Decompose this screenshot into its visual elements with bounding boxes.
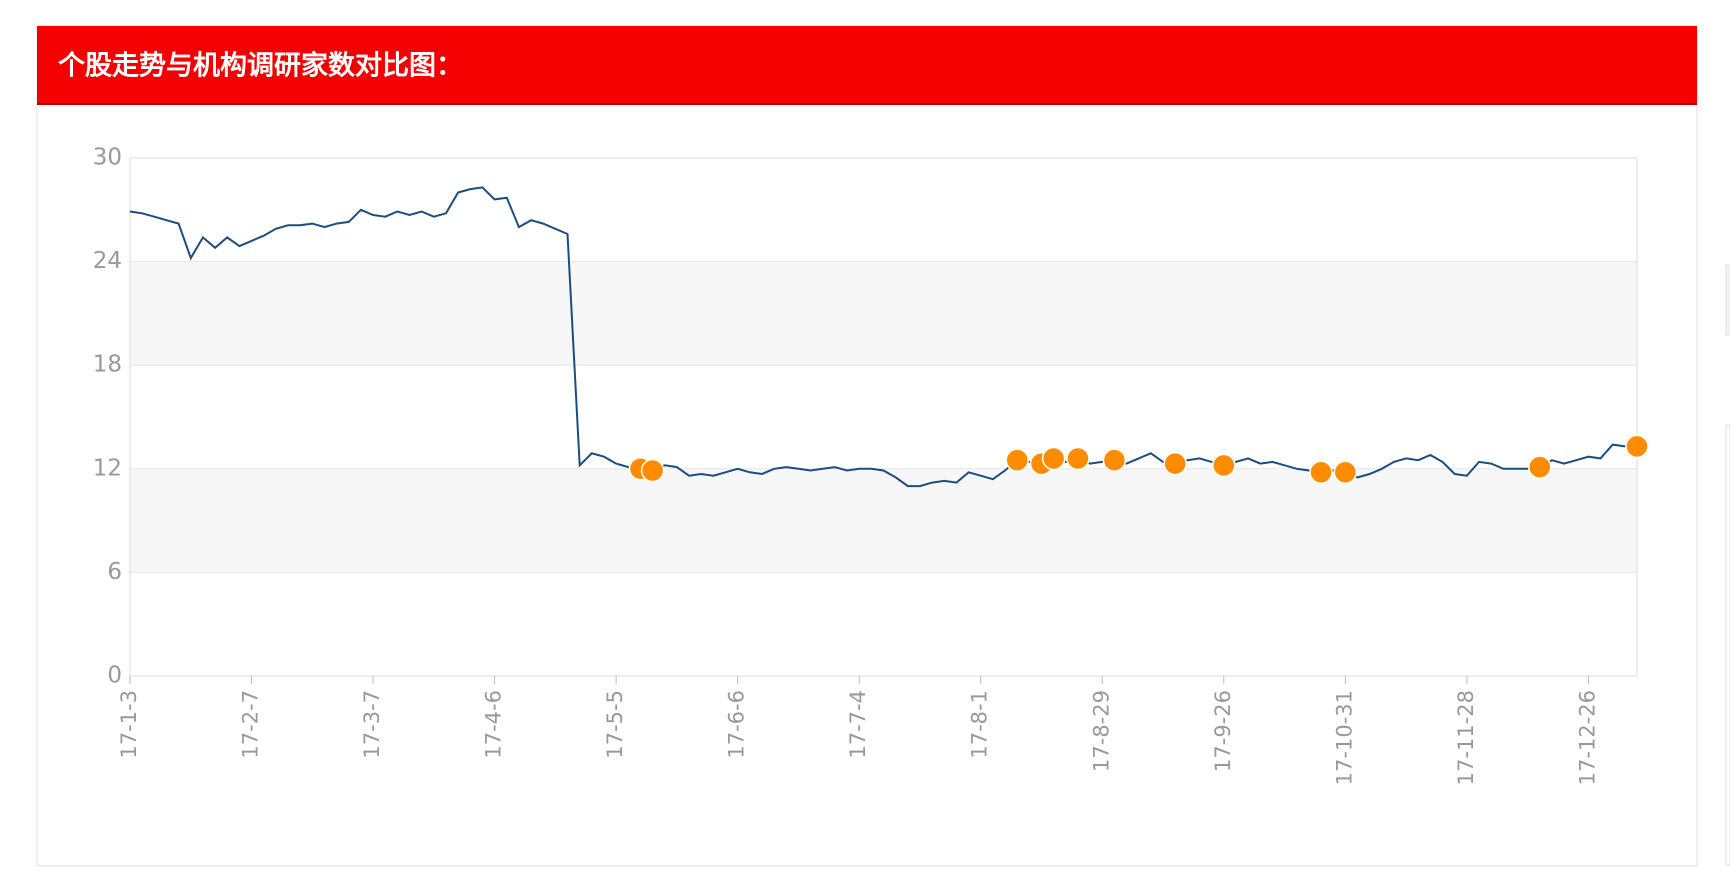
price-line <box>129 186 1637 488</box>
chart-title: 个股走势与机构调研家数对比图： <box>58 50 463 82</box>
x-tick-label: 17-12-26 <box>1575 690 1599 785</box>
x-tick-label: 17-4-6 <box>482 690 506 759</box>
grid-band <box>130 261 1637 366</box>
survey-dot <box>1102 448 1127 472</box>
y-tick-label: 0 <box>107 663 122 689</box>
header-shadow <box>37 103 1697 105</box>
x-tick-label: 17-9-26 <box>1211 690 1235 772</box>
survey-dot <box>1528 455 1552 479</box>
header-bar <box>37 26 1697 105</box>
survey-dot <box>640 458 665 483</box>
y-tick-label: 12 <box>93 455 122 481</box>
survey-dot <box>1041 446 1066 471</box>
y-tick-label: 24 <box>93 248 122 274</box>
x-tick-label: 17-1-3 <box>117 690 141 759</box>
grid-band <box>130 468 1637 573</box>
panel <box>36 25 1698 867</box>
x-tick-label: 17-6-6 <box>725 690 749 759</box>
x-tick-label: 17-11-28 <box>1454 690 1478 785</box>
y-tick-label: 30 <box>93 145 122 171</box>
y-tick-label: 6 <box>107 559 122 585</box>
survey-dot <box>1333 460 1358 485</box>
edge-box <box>1725 424 1730 866</box>
x-tick-label: 17-3-7 <box>360 690 384 759</box>
edge-box <box>1725 264 1730 336</box>
survey-dot <box>1309 460 1333 485</box>
x-tick-label: 17-2-7 <box>239 690 263 759</box>
survey-dot <box>1066 446 1090 471</box>
x-tick-label: 17-10-31 <box>1332 690 1356 785</box>
survey-dot <box>1005 448 1029 472</box>
survey-dot <box>1163 451 1187 476</box>
y-tick-label: 18 <box>93 352 122 378</box>
x-tick-label: 17-5-5 <box>603 690 627 759</box>
survey-dot <box>1625 434 1649 459</box>
x-tick-label: 17-8-29 <box>1089 690 1113 772</box>
survey-dot <box>1212 453 1236 478</box>
x-tick-label: 17-7-4 <box>846 690 870 759</box>
x-tick-label: 17-8-1 <box>968 690 992 759</box>
plot-border <box>129 157 1638 677</box>
